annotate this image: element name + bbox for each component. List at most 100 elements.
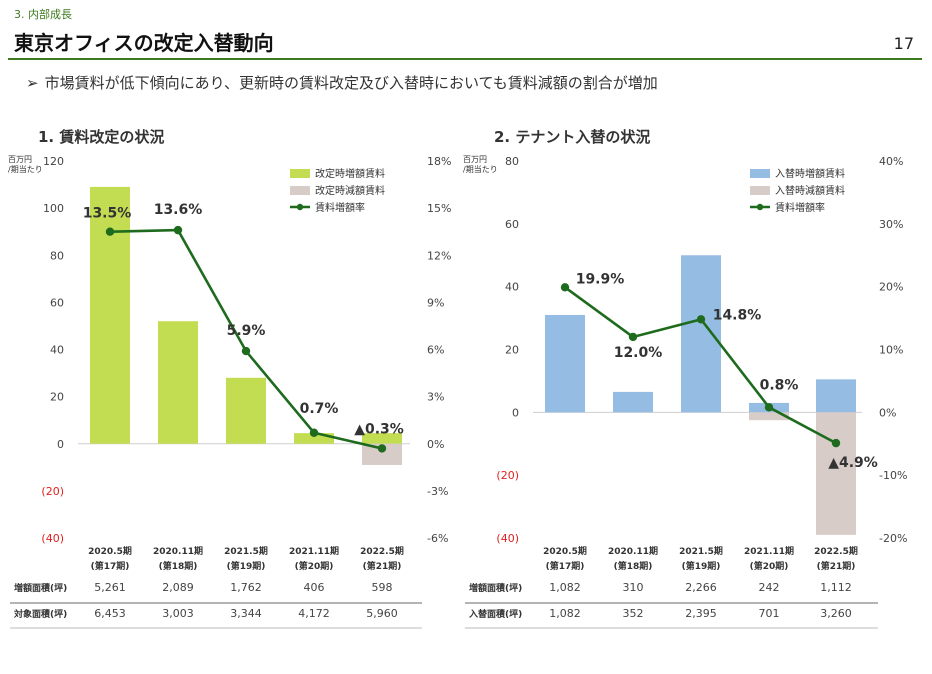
c2-y-tick-label: 40 bbox=[505, 281, 519, 294]
c2-rate-data-label: 0.8% bbox=[760, 377, 799, 393]
c2-increase-bar bbox=[613, 391, 653, 413]
c1-table-cell: 5,261 bbox=[94, 581, 126, 594]
c2-y2-tick-label: 30% bbox=[879, 218, 903, 231]
c1-rate-point bbox=[377, 444, 387, 453]
c2-rate-point bbox=[560, 283, 570, 292]
c2-table-cell: 352 bbox=[623, 607, 644, 620]
c1-rate-data-label: ▲0.3% bbox=[354, 421, 404, 437]
c1-y2-tick-label: 9% bbox=[427, 296, 444, 309]
c1-x-tick-label: 2021.11期 bbox=[289, 545, 339, 557]
c1-legend-point bbox=[296, 203, 304, 211]
c2-y2-tick-label: -20% bbox=[879, 532, 907, 545]
c2-increase-bar bbox=[816, 379, 856, 413]
title-divider bbox=[8, 58, 922, 60]
c1-rate-data-label: 5.9% bbox=[227, 323, 266, 339]
c1-axis-unit-label: 百万円 bbox=[8, 155, 32, 164]
c2-rate-point bbox=[628, 332, 638, 342]
c2-x-tick-sublabel: (第17期) bbox=[546, 560, 585, 572]
c2-table-row-label: 増額面積(坪) bbox=[469, 582, 522, 594]
c2-decrease-bar bbox=[816, 412, 856, 535]
c1-rate-point bbox=[105, 227, 115, 236]
c2-x-tick-label: 2021.11期 bbox=[744, 545, 794, 557]
c2-legend-label: 入替時減額賃料 bbox=[775, 184, 845, 197]
c2-table-cell: 242 bbox=[759, 581, 780, 594]
c1-y-tick-label: 80 bbox=[50, 249, 64, 262]
c2-x-tick-sublabel: (第21期) bbox=[817, 560, 856, 572]
c2-legend-swatch bbox=[750, 169, 770, 178]
lead-text: ➢ 市場賃料が低下傾向にあり、更新時の賃料改定及び入替時においても賃料減額の割合が… bbox=[26, 72, 658, 93]
c1-table-cell: 406 bbox=[304, 581, 325, 594]
c2-y2-tick-label: 20% bbox=[879, 281, 903, 294]
c2-table-cell: 2,395 bbox=[685, 607, 717, 620]
c1-rate-data-label: 13.6% bbox=[154, 202, 203, 218]
c1-y-tick-label: 100 bbox=[43, 202, 64, 215]
c2-table-cell: 1,112 bbox=[820, 581, 852, 594]
c1-increase-bar bbox=[158, 321, 198, 444]
c1-table-cell: 5,960 bbox=[366, 607, 398, 620]
c1-table-cell: 4,172 bbox=[298, 607, 330, 620]
c2-rate-point bbox=[831, 438, 841, 448]
c2-legend-swatch bbox=[750, 186, 770, 195]
c1-axis-unit-label: /期当たり bbox=[8, 164, 43, 174]
c1-table-row-label: 対象面積(坪) bbox=[13, 608, 67, 620]
c1-x-tick-label: 2020.5期 bbox=[88, 545, 132, 557]
c2-legend-point bbox=[756, 203, 764, 211]
c1-increase-bar bbox=[294, 433, 334, 444]
c2-x-tick-label: 2021.5期 bbox=[679, 545, 723, 557]
c1-x-tick-sublabel: (第18期) bbox=[159, 560, 198, 572]
c2-x-tick-sublabel: (第19期) bbox=[682, 560, 721, 572]
c2-y2-tick-label: 40% bbox=[879, 155, 903, 168]
c2-y-tick-label: 60 bbox=[505, 218, 519, 231]
c1-y2-tick-label: 6% bbox=[427, 344, 444, 357]
page-title: 東京オフィスの改定入替動向 bbox=[14, 31, 274, 55]
c2-y2-tick-label: 10% bbox=[879, 344, 903, 357]
c1-table-row-label: 増額面積(坪) bbox=[14, 582, 67, 594]
c1-table-cell: 2,089 bbox=[162, 581, 194, 594]
c2-legend-label: 賃料増額率 bbox=[775, 201, 825, 214]
c2-x-tick-sublabel: (第20期) bbox=[750, 560, 789, 572]
c2-table-cell: 1,082 bbox=[549, 581, 581, 594]
c1-y-tick-label: (40) bbox=[41, 532, 64, 545]
c1-x-tick-sublabel: (第20期) bbox=[295, 560, 334, 572]
chart2-title: 2. テナント入替の状況 bbox=[494, 128, 651, 146]
c1-increase-bar bbox=[90, 186, 130, 444]
c2-rate-data-label: 14.8% bbox=[713, 307, 762, 323]
c1-rate-point bbox=[241, 346, 251, 356]
c2-y2-tick-label: -10% bbox=[879, 469, 907, 482]
c1-increase-bar bbox=[226, 377, 266, 444]
c1-y-tick-label: 60 bbox=[50, 296, 64, 309]
c2-x-tick-label: 2020.5期 bbox=[543, 545, 587, 557]
c1-legend-label: 賃料増額率 bbox=[315, 201, 365, 214]
c1-table-cell: 1,762 bbox=[230, 581, 262, 594]
c1-table-cell: 3,344 bbox=[230, 607, 262, 620]
c2-legend-label: 入替時増額賃料 bbox=[775, 167, 845, 180]
c1-y-tick-label: 0 bbox=[57, 438, 64, 451]
c2-y2-tick-label: 0% bbox=[879, 406, 896, 419]
c1-legend-swatch bbox=[290, 169, 310, 178]
c1-x-tick-label: 2022.5期 bbox=[360, 545, 404, 557]
c1-y2-tick-label: 18% bbox=[427, 155, 451, 168]
c2-table-row-label: 入替面積(坪) bbox=[468, 608, 522, 620]
c2-table-cell: 1,082 bbox=[549, 607, 581, 620]
c1-y2-tick-label: -3% bbox=[427, 485, 448, 498]
c2-rate-data-label: 12.0% bbox=[614, 345, 663, 361]
c2-table-cell: 310 bbox=[623, 581, 644, 594]
arrow-bullet-icon: ➢ bbox=[26, 74, 39, 92]
c2-x-tick-sublabel: (第18期) bbox=[614, 560, 653, 572]
c2-rate-point bbox=[764, 403, 774, 412]
c2-y-tick-label: 20 bbox=[505, 344, 519, 357]
c2-rate-point bbox=[696, 315, 706, 324]
c1-x-tick-sublabel: (第17期) bbox=[91, 560, 130, 572]
c1-legend-label: 改定時増額賃料 bbox=[315, 167, 385, 180]
c2-decrease-bar bbox=[749, 412, 789, 421]
c1-decrease-bar bbox=[362, 443, 402, 465]
c2-y-tick-label: 0 bbox=[512, 406, 519, 419]
c1-rate-point bbox=[309, 428, 319, 437]
c2-increase-bar bbox=[681, 255, 721, 413]
c2-axis-unit-label: /期当たり bbox=[463, 164, 498, 174]
c1-y2-tick-label: 3% bbox=[427, 391, 444, 404]
c1-rate-data-label: 13.5% bbox=[83, 206, 132, 222]
c1-legend-label: 改定時減額賃料 bbox=[315, 184, 385, 197]
c1-y2-tick-label: 15% bbox=[427, 202, 451, 215]
c2-y-tick-label: (40) bbox=[496, 532, 519, 545]
